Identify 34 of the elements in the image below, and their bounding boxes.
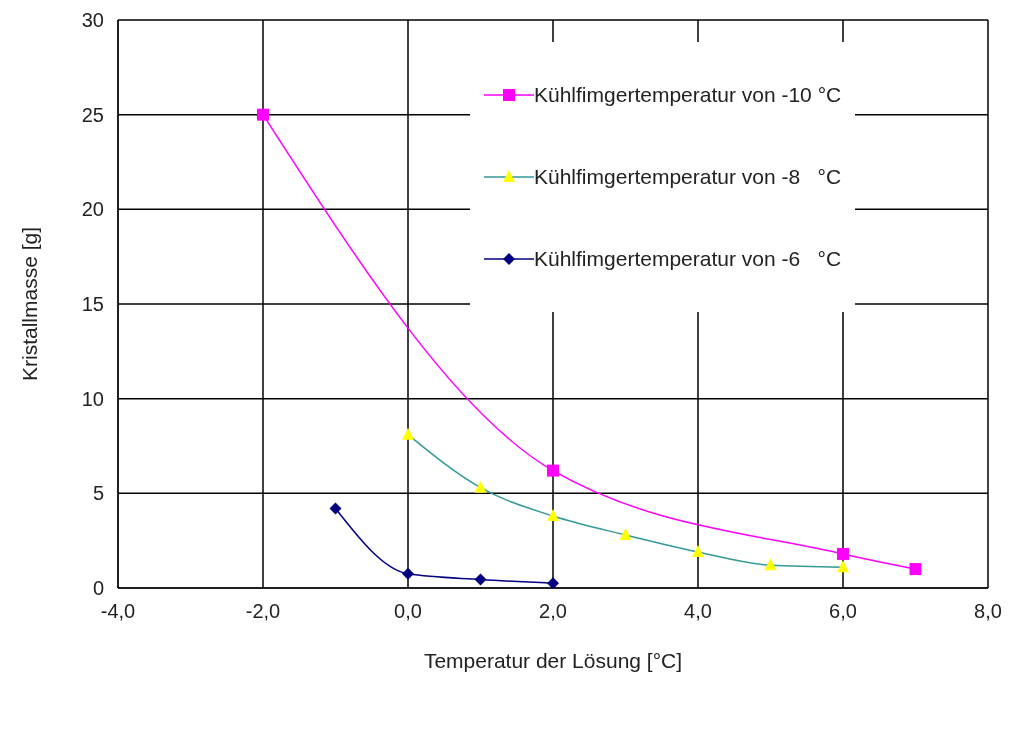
x-tick-label: 2,0 <box>539 600 567 622</box>
point <box>257 108 269 121</box>
x-axis-title: Temperatur der Lösung [°C] <box>423 649 683 672</box>
point <box>909 563 922 576</box>
point <box>474 573 487 586</box>
y-tick-label: 5 <box>92 482 104 505</box>
x-tick-label: -2,0 <box>245 600 281 622</box>
x-tick-label: 4,0 <box>684 600 712 622</box>
x-tick-label: 6,0 <box>829 600 857 622</box>
legend-label: Kühlfimgertemperatur von -6 °C <box>534 247 842 271</box>
point <box>547 509 559 522</box>
point <box>837 547 849 560</box>
x-tick-label: 8,0 <box>974 600 1002 622</box>
y-tick-label: 15 <box>81 293 104 315</box>
legend-label: Kühlfimgertemperatur von -8 °C <box>534 165 842 189</box>
point <box>329 502 342 515</box>
point <box>619 527 632 540</box>
legend-label: Kühlfimgertemperatur von -10 °C <box>534 83 842 107</box>
y-tick-label: 30 <box>81 9 104 31</box>
point <box>402 427 414 440</box>
point <box>547 577 559 588</box>
point <box>402 567 414 580</box>
x-tick-label: -4,0 <box>100 600 136 622</box>
point <box>474 480 487 493</box>
y-tick-label: 0 <box>92 577 104 599</box>
y-tick-label: 10 <box>81 387 104 410</box>
x-tick-label: 0,0 <box>394 600 422 622</box>
point <box>547 464 559 477</box>
point <box>764 558 777 571</box>
y-tick-label: 20 <box>81 198 104 221</box>
y-tick-label: 25 <box>81 103 104 126</box>
point <box>692 545 704 558</box>
y-axis-title: Kristallmasse [g] <box>18 226 42 382</box>
point <box>837 560 849 573</box>
